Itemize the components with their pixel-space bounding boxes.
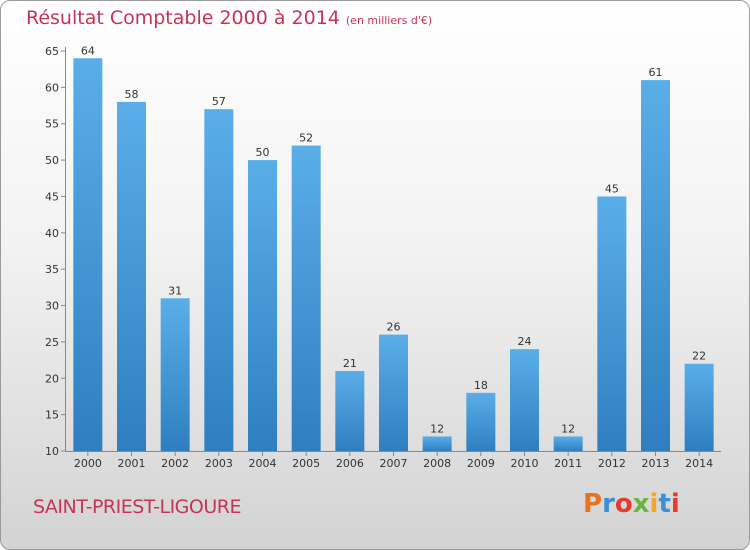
x-tick-label: 2007	[380, 457, 408, 470]
x-tick-label: 2012	[598, 457, 626, 470]
logo-letter: r	[602, 489, 615, 519]
bar-2008	[422, 436, 452, 451]
x-tick-label: 2013	[642, 457, 670, 470]
x-tick-label: 2010	[511, 457, 539, 470]
y-tick-label: 35	[45, 263, 59, 276]
logo-letter: x	[632, 489, 650, 519]
bar-2012	[597, 196, 627, 451]
bar-value-label: 12	[430, 422, 444, 435]
bar-2007	[379, 334, 408, 451]
y-tick-label: 25	[45, 336, 59, 349]
x-tick-label: 2002	[161, 457, 189, 470]
y-tick-label: 20	[45, 372, 59, 385]
x-tick-label: 2001	[118, 457, 146, 470]
y-axis: 10 15 20 25 30 35 40 45 50 55 60 65	[45, 45, 66, 458]
bar-value-label: 50	[256, 146, 270, 159]
bar-value-label: 18	[474, 379, 488, 392]
bar-2013	[641, 80, 670, 451]
y-tick-label: 60	[45, 81, 59, 94]
bar-2006	[335, 371, 365, 451]
y-tick-label: 10	[45, 445, 59, 458]
proxiti-logo: Proxiti	[583, 489, 680, 519]
x-tick-label: 2011	[554, 457, 582, 470]
logo-letter: i	[649, 489, 659, 519]
bar-2010	[510, 349, 539, 451]
bar-value-label: 21	[343, 357, 357, 370]
y-tick-label: 65	[45, 45, 59, 58]
chart-title: Résultat Comptable 2000 à 2014 (en millie…	[26, 7, 432, 29]
bar-value-label: 31	[168, 284, 182, 297]
y-tick-label: 30	[45, 300, 59, 313]
logo-letter: P	[583, 489, 603, 519]
chart-title-text: Résultat Comptable 2000 à 2014	[26, 7, 340, 29]
bar-value-label: 26	[387, 321, 401, 334]
bar-value-label: 61	[649, 66, 663, 79]
bar-value-label: 52	[299, 132, 313, 145]
bar-value-label: 57	[212, 95, 226, 108]
logo-letter: t	[658, 489, 671, 519]
x-tick-label: 2014	[685, 457, 713, 470]
bar-2014	[684, 363, 714, 451]
y-tick-label: 50	[45, 154, 59, 167]
x-tick-label: 2000	[74, 457, 102, 470]
bar-value-label: 64	[81, 44, 95, 57]
bar-value-label: 12	[561, 422, 575, 435]
bar-value-label: 45	[605, 182, 619, 195]
x-tick-label: 2005	[292, 457, 320, 470]
x-axis: 2000 2001 2002 2003 2004 2005 2006 2007 2008 2009…	[65, 451, 721, 470]
bar-2011	[553, 436, 583, 451]
y-tick-label: 15	[45, 409, 59, 422]
x-tick-label: 2008	[423, 457, 451, 470]
commune-name: SAINT-PRIEST-LIGOURE	[33, 496, 241, 518]
bar-value-label: 58	[125, 88, 139, 101]
bars-group: 64 58 31 57 50 52 21 26 12 18 24 12 45 61 22	[73, 44, 714, 451]
chart-subtitle: (en milliers d'€)	[345, 14, 433, 27]
bar-value-label: 22	[692, 350, 706, 363]
logo-letter: i	[670, 489, 680, 519]
bar-2005	[291, 145, 321, 451]
y-tick-label: 45	[45, 190, 59, 203]
x-tick-label: 2003	[205, 457, 233, 470]
bar-2000	[73, 58, 103, 451]
logo-letter: o	[614, 489, 633, 519]
bar-value-label: 24	[518, 335, 532, 348]
y-tick-label: 40	[45, 227, 59, 240]
x-tick-label: 2004	[249, 457, 277, 470]
bar-2002	[160, 298, 190, 451]
bar-2009	[466, 392, 496, 451]
x-tick-label: 2009	[467, 457, 495, 470]
bar-2004	[248, 160, 277, 451]
bar-2001	[117, 101, 146, 451]
x-tick-label: 2006	[336, 457, 364, 470]
bar-2003	[204, 109, 234, 451]
y-tick-label: 55	[45, 118, 59, 131]
